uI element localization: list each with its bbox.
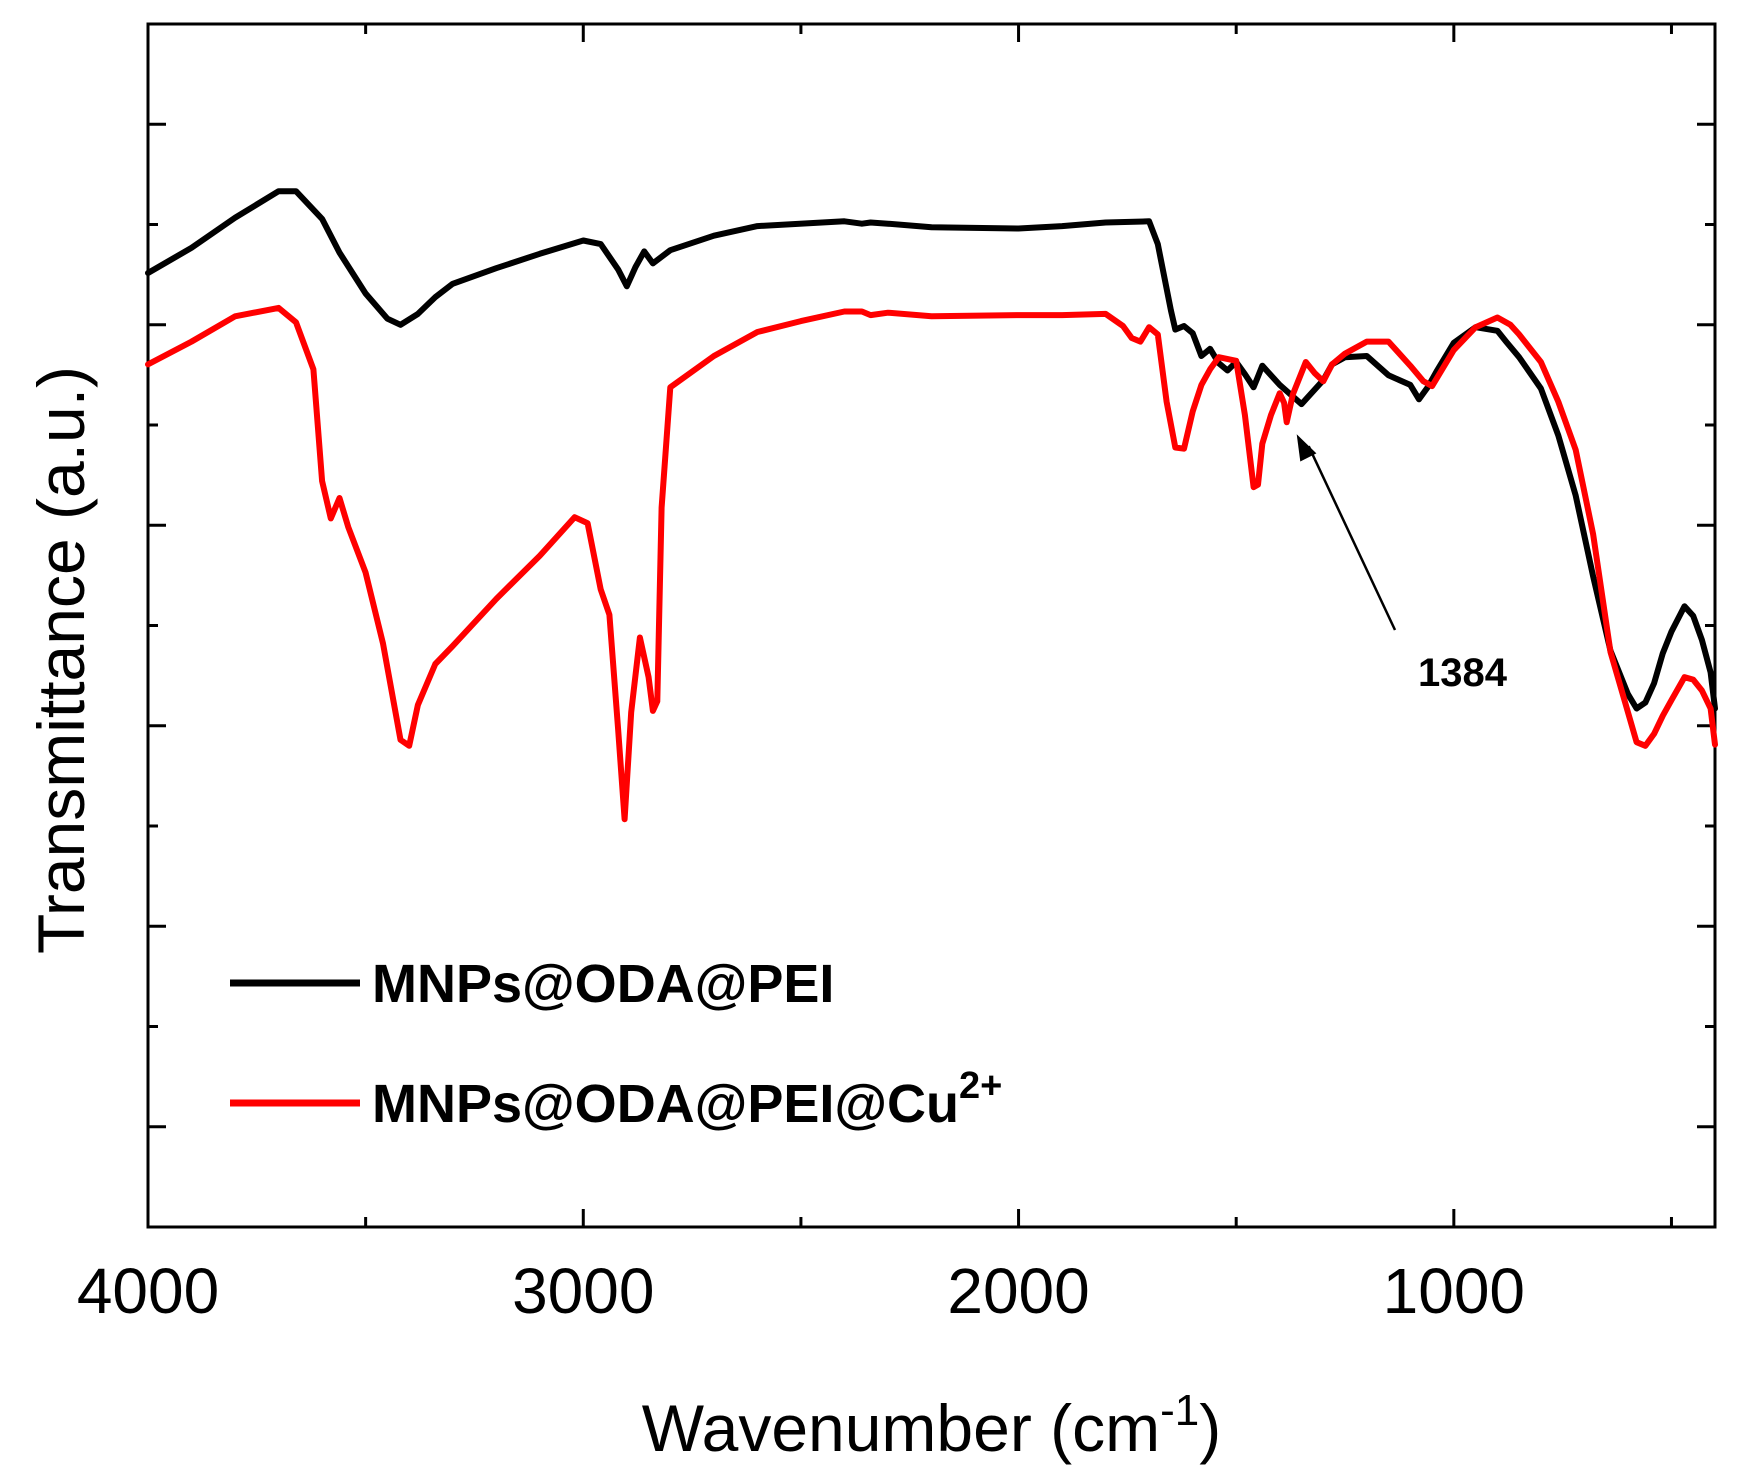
x-tick-label: 1000 — [1383, 1255, 1525, 1327]
legend-label-series-2: MNPs@ODA@PEI@Cu2+ — [372, 1065, 1002, 1134]
x-axis-title-close: ) — [1199, 1391, 1221, 1465]
x-axis-title-text: Wavenumber (cm — [642, 1391, 1160, 1465]
legend-label-series-2-text: MNPs@ODA@PEI@Cu — [372, 1074, 959, 1134]
annotation-1384: 1384 — [1296, 434, 1508, 695]
x-tick-label: 4000 — [77, 1255, 219, 1327]
annotation-label: 1384 — [1418, 651, 1508, 695]
annotation-arrowhead — [1296, 434, 1317, 462]
y-axis-title: Transmittance (a.u.) — [24, 366, 98, 954]
legend-label-series-2-superscript: 2+ — [959, 1065, 1002, 1107]
axis-ticks: 4000 3000 2000 1000 — [77, 24, 1715, 1327]
plot-frame — [146, 22, 1717, 1229]
series-layer — [145, 188, 1718, 823]
legend-label-series-1: MNPs@ODA@PEI — [372, 954, 834, 1014]
series-line-1 — [145, 188, 1718, 712]
x-tick-label: 3000 — [512, 1255, 654, 1327]
annotation-arrow — [1307, 445, 1397, 631]
x-axis-title-superscript: -1 — [1160, 1386, 1199, 1435]
x-axis-title: Wavenumber (cm-1) — [642, 1386, 1221, 1465]
x-tick-label: 2000 — [947, 1255, 1089, 1327]
series-line-2 — [145, 304, 1718, 823]
legend: MNPs@ODA@PEI MNPs@ODA@PEI@Cu2+ — [230, 954, 1002, 1134]
